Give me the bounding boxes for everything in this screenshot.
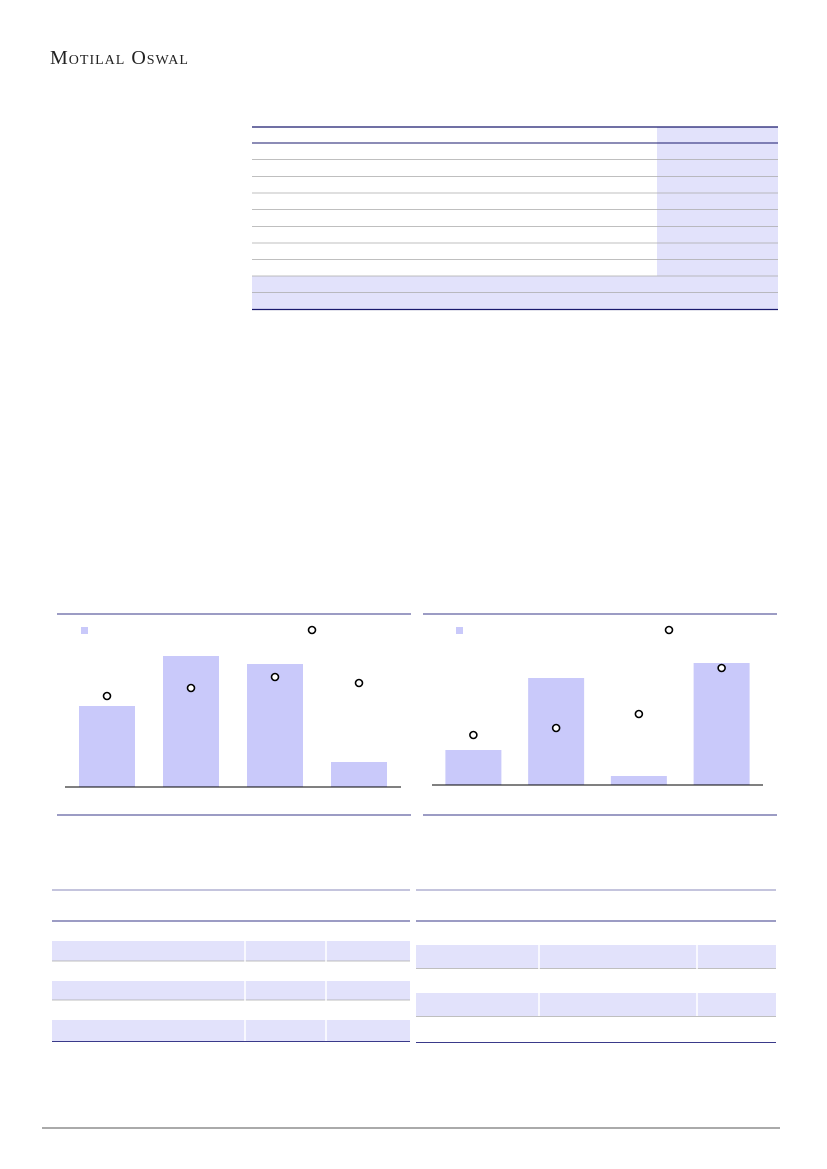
legend-swatch — [81, 627, 88, 634]
bar — [610, 776, 667, 785]
bar — [247, 664, 303, 787]
legend-swatch — [456, 627, 463, 634]
marker — [469, 730, 478, 740]
marker — [270, 672, 280, 682]
table-right — [416, 889, 776, 1043]
marker — [551, 723, 561, 733]
bar — [445, 750, 502, 785]
chart-frames — [57, 613, 777, 816]
row-lines — [252, 159, 778, 293]
brand: Motilal Oswal — [50, 47, 189, 69]
legend-marker — [664, 625, 674, 635]
table-shade — [657, 127, 778, 276]
legends — [81, 625, 674, 635]
summary-table — [252, 126, 778, 311]
table-left — [52, 889, 410, 1042]
marker — [102, 691, 112, 701]
marker — [717, 663, 726, 673]
bar — [331, 762, 387, 787]
legend-marker — [307, 625, 317, 635]
bar — [163, 656, 219, 787]
bar — [79, 706, 135, 787]
marker — [354, 678, 364, 688]
marker — [634, 709, 644, 719]
bar — [693, 663, 750, 785]
marker — [186, 683, 196, 693]
